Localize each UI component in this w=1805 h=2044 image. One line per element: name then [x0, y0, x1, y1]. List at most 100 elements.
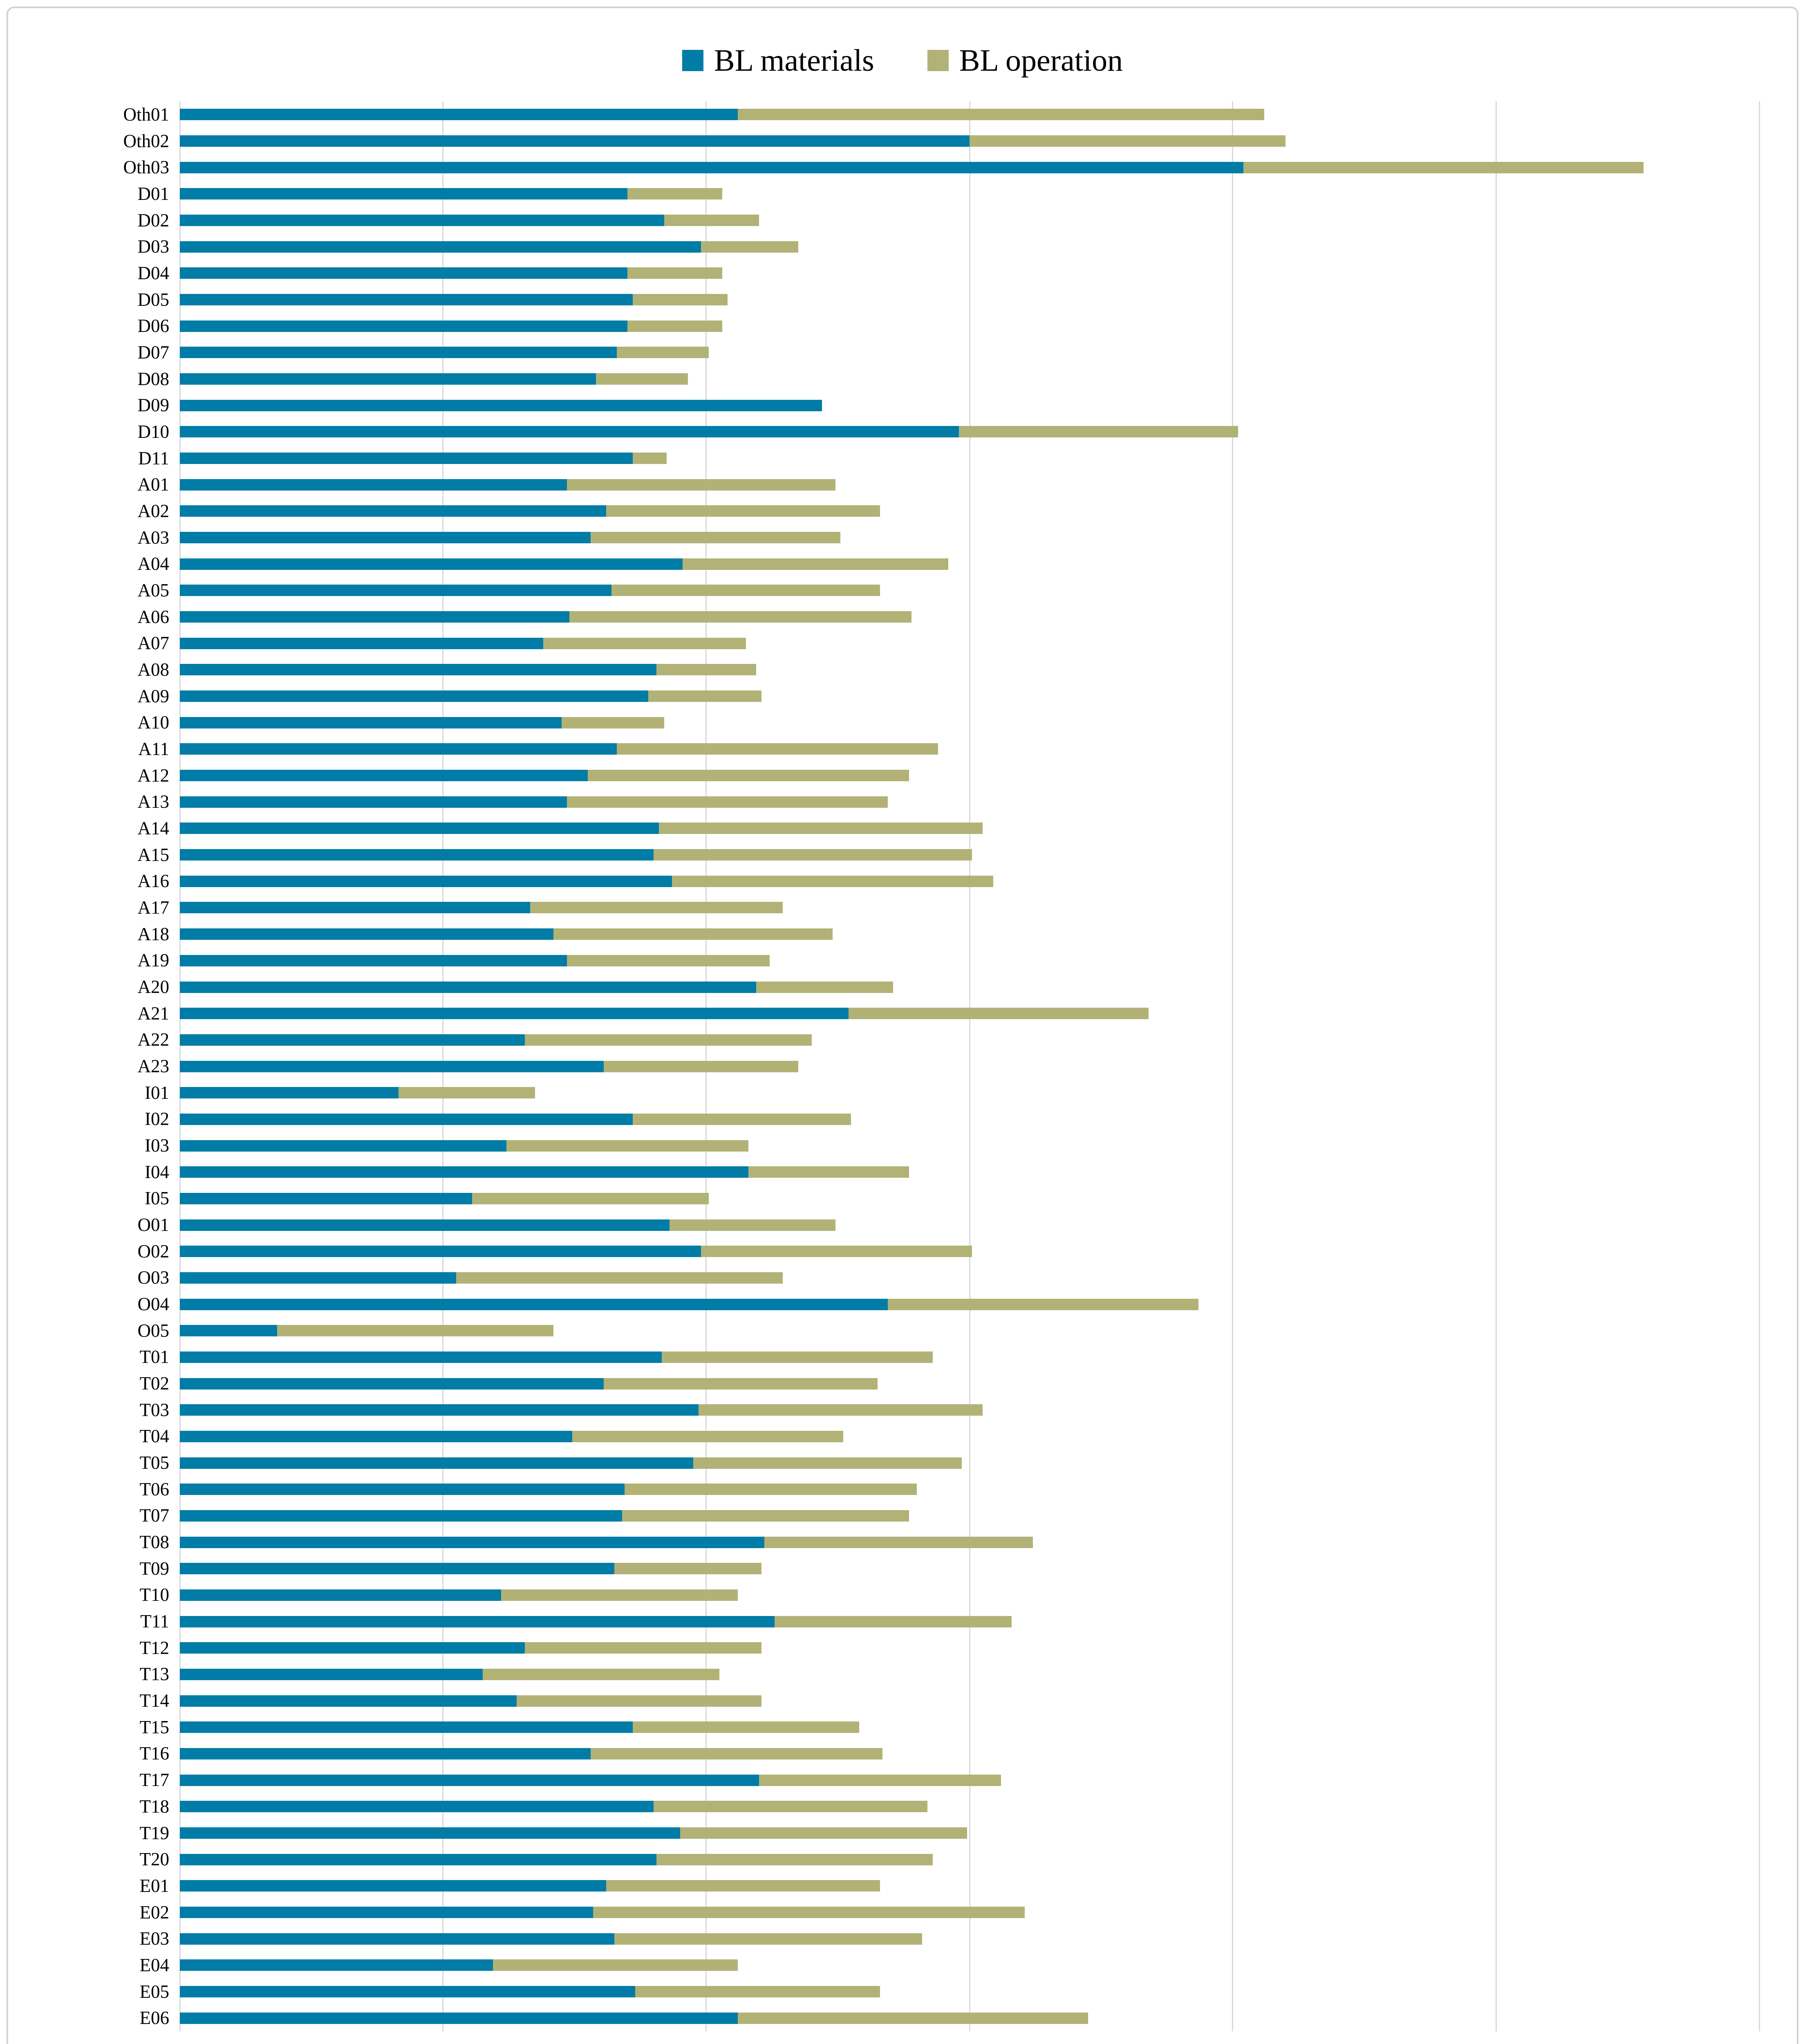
bar-row-D02: D02	[138, 207, 1759, 234]
legend-label: BL operation	[959, 43, 1123, 78]
bar-segment-operation	[569, 611, 912, 623]
bar-segment-materials	[180, 1484, 625, 1495]
gridline	[1232, 101, 1234, 2031]
bar-row-E01: E01	[140, 1873, 1759, 1899]
category-label: T19	[139, 1822, 170, 1843]
category-label: A10	[137, 712, 170, 733]
bar-segment-materials	[180, 849, 654, 861]
category-label: D04	[137, 262, 170, 283]
bar-row-D01: D01	[138, 181, 1759, 207]
category-label: T13	[139, 1664, 170, 1685]
bar-row-T01: T01	[140, 1344, 1759, 1371]
bar-row-A21: A21	[138, 1000, 1759, 1027]
bar-segment-materials	[180, 1113, 633, 1125]
bar-segment-operation	[553, 928, 833, 940]
bar-segment-materials	[180, 823, 659, 834]
bar-row-T18: T18	[140, 1793, 1759, 1820]
bar-segment-operation	[588, 770, 909, 782]
bar-segment-operation	[764, 1536, 1033, 1548]
stacked-bar	[180, 981, 1759, 993]
bar-segment-materials	[180, 955, 567, 966]
bar-segment-materials	[180, 690, 649, 702]
bar-row-E05: E05	[140, 1979, 1759, 2005]
bar-segment-operation	[648, 690, 762, 702]
category-label: T20	[139, 1849, 170, 1870]
bar-segment-operation	[632, 453, 667, 464]
stacked-bar	[180, 1986, 1759, 1998]
stacked-bar	[180, 1510, 1759, 1522]
bar-segment-operation	[493, 1959, 738, 1971]
category-label: T08	[139, 1532, 170, 1553]
bar-segment-operation	[603, 1378, 878, 1390]
gridline	[969, 101, 970, 2031]
stacked-bar	[180, 1563, 1759, 1575]
bar-segment-materials	[180, 188, 627, 200]
category-label: I02	[145, 1109, 169, 1130]
category-label: A03	[137, 527, 170, 548]
stacked-bar	[180, 1907, 1759, 1918]
bar-row-O01: O01	[138, 1212, 1759, 1238]
stacked-bar	[180, 161, 1759, 173]
bar-row-E04: E04	[140, 1952, 1759, 1979]
bar-segment-operation	[567, 955, 770, 966]
bar-segment-operation	[661, 1351, 933, 1363]
stacked-bar	[180, 637, 1759, 649]
bar-segment-materials	[180, 1404, 699, 1416]
bar-segment-materials	[180, 453, 633, 464]
bar-row-A17: A17	[138, 894, 1759, 921]
bar-segment-materials	[180, 1959, 493, 1971]
category-label: A07	[137, 633, 170, 654]
category-label: Oth02	[123, 130, 170, 151]
bar-segment-materials	[180, 928, 554, 940]
bar-segment-materials	[180, 1140, 506, 1152]
bar-segment-materials	[180, 109, 738, 121]
bar-segment-operation	[606, 505, 880, 517]
bar-row-D08: D08	[138, 366, 1759, 392]
stacked-bar	[180, 215, 1759, 226]
bar-segment-operation	[664, 215, 759, 226]
category-label: T02	[139, 1373, 170, 1394]
bar-segment-materials	[180, 505, 607, 517]
stacked-bar	[180, 875, 1759, 887]
bar-segment-materials	[180, 1219, 670, 1231]
bar-segment-materials	[180, 770, 588, 782]
bar-segment-operation	[698, 1404, 983, 1416]
category-label: E01	[139, 1875, 170, 1896]
stacked-bar	[180, 1034, 1759, 1046]
bar-segment-operation	[701, 241, 799, 253]
bar-segment-operation	[398, 1087, 535, 1099]
bar-segment-materials	[180, 1589, 501, 1601]
stacked-bar	[180, 690, 1759, 702]
stacked-bar	[180, 1378, 1759, 1390]
category-label: T01	[139, 1347, 170, 1367]
bar-row-D07: D07	[138, 339, 1759, 366]
category-label: D09	[137, 395, 170, 416]
bar-segment-materials	[180, 532, 591, 544]
category-label: I01	[145, 1082, 169, 1103]
bar-row-D11: D11	[138, 445, 1759, 472]
bar-row-T03: T03	[140, 1397, 1759, 1423]
category-label: T05	[139, 1452, 170, 1473]
bar-segment-materials	[180, 611, 570, 623]
stacked-bar	[180, 320, 1759, 332]
bar-row-A07: A07	[138, 630, 1759, 657]
category-label: A06	[137, 606, 170, 627]
bar-segment-operation	[277, 1325, 554, 1337]
stacked-bar	[180, 796, 1759, 808]
bar-segment-operation	[561, 717, 664, 728]
stacked-bar	[180, 1192, 1759, 1204]
category-label: E05	[139, 1981, 170, 2002]
bar-row-A20: A20	[138, 974, 1759, 1000]
category-label: A23	[137, 1056, 170, 1077]
bar-segment-materials	[180, 981, 757, 993]
bar-row-T05: T05	[140, 1450, 1759, 1476]
category-label: D01	[137, 183, 170, 204]
bar-row-A09: A09	[138, 683, 1759, 710]
stacked-bar	[180, 505, 1759, 517]
bar-segment-materials	[180, 161, 1243, 173]
bar-row-I03: I03	[145, 1132, 1759, 1159]
stacked-bar	[180, 1721, 1759, 1733]
chart-legend: BL materials BL operation	[0, 45, 1805, 76]
bar-row-O04: O04	[138, 1291, 1759, 1318]
bar-segment-operation	[590, 532, 841, 544]
